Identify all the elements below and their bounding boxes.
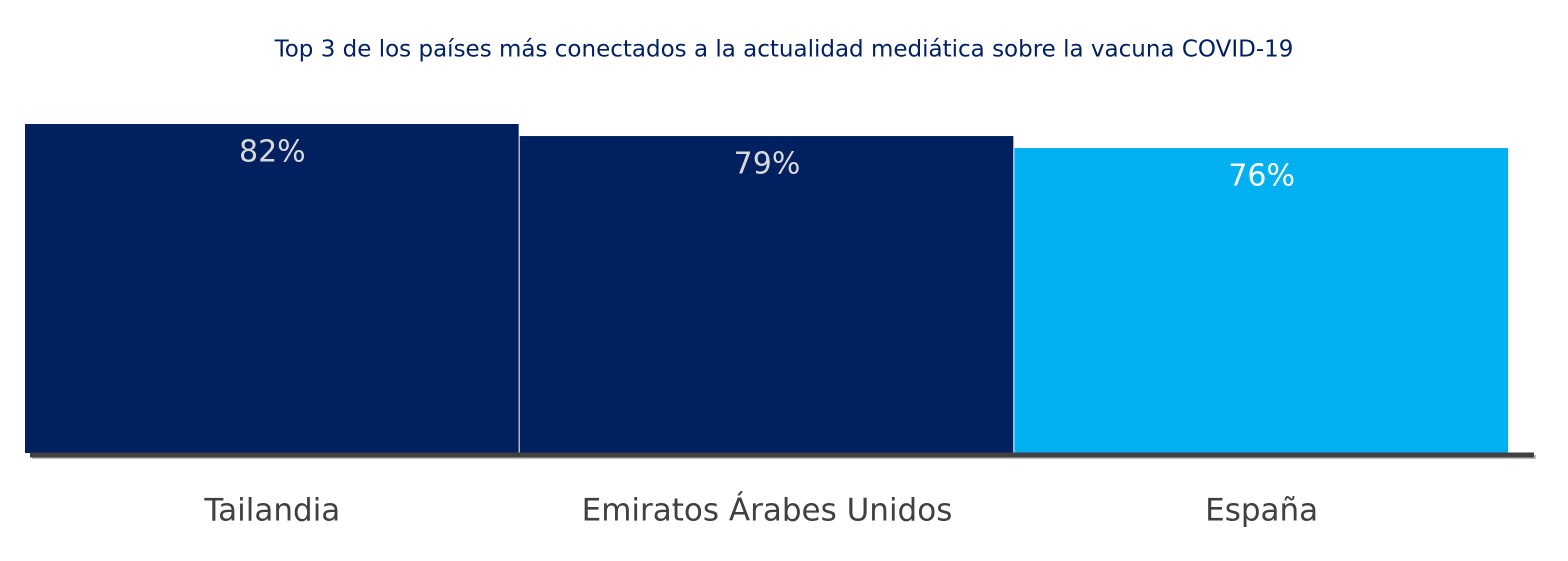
value-label: 76% xyxy=(1228,159,1295,194)
bar xyxy=(25,124,519,453)
x-tick-label: España xyxy=(1205,493,1318,529)
x-tick-label: Tailandia xyxy=(203,493,340,529)
bar xyxy=(1014,148,1508,453)
x-tick-label: Emiratos Árabes Unidos xyxy=(582,493,953,529)
chart-title: Top 3 de los países más conectados a la … xyxy=(274,37,1294,63)
bar xyxy=(519,136,1014,453)
value-label: 79% xyxy=(734,147,801,182)
value-label: 82% xyxy=(239,135,306,170)
